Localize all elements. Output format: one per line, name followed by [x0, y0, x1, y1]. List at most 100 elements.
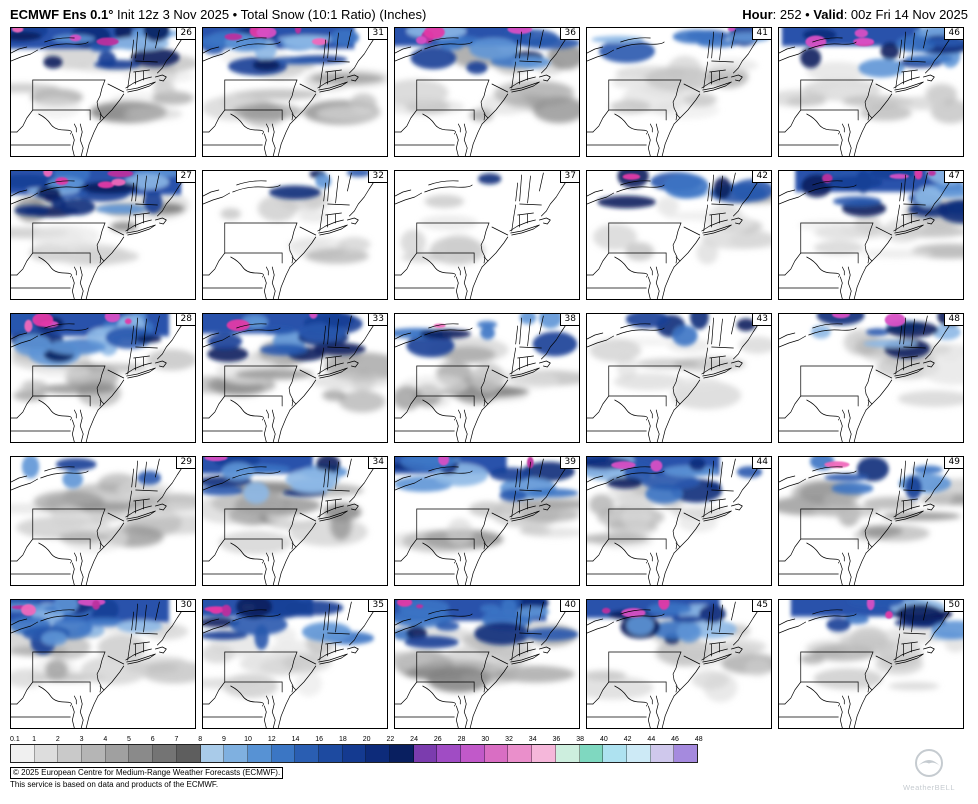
colorbar-scale [10, 744, 698, 763]
member-number: 40 [559, 600, 579, 612]
colorbar-cell [555, 745, 580, 762]
colorbar-tick: 36 [552, 736, 561, 743]
ensemble-map-38 [395, 314, 579, 442]
colorbar-cell [508, 745, 533, 762]
ensemble-map-46 [779, 28, 963, 156]
member-number: 35 [367, 600, 387, 612]
valid-label: Valid [813, 7, 844, 22]
colorbar-cell [484, 745, 509, 762]
colorbar-cell [437, 745, 462, 762]
member-number: 34 [367, 457, 387, 469]
ensemble-map-48 [779, 314, 963, 442]
colorbar-cell [579, 745, 604, 762]
ensemble-panel-36: 36 [394, 27, 580, 157]
colorbar: 0.1 1 2 3 4 5 6 7 8 9 10 12 14 16 18 20 22 24 26 28 30 32 34 36… [10, 735, 703, 763]
member-number: 37 [559, 171, 579, 183]
colorbar-tick: 38 [576, 736, 585, 743]
ensemble-panel-44: 44 [586, 456, 772, 586]
weatherbell-logo-icon [915, 749, 943, 777]
valid-value: : 00z Fri 14 Nov 2025 [843, 7, 968, 22]
colorbar-cell [532, 745, 556, 762]
colorbar-tick: 7 [174, 736, 179, 743]
ensemble-panel-29: 29 [10, 456, 196, 586]
colorbar-tick: 2 [55, 736, 60, 743]
colorbar-cell [342, 745, 367, 762]
colorbar-tick: 42 [623, 736, 632, 743]
footer: © 2025 European Centre for Medium-Range … [10, 767, 978, 790]
member-number: 41 [751, 28, 771, 40]
colorbar-tick: 8 [198, 736, 203, 743]
hour-value: : 252 • [772, 7, 814, 22]
copyright-line: © 2025 European Centre for Medium-Range … [10, 767, 284, 779]
ensemble-map-45 [587, 600, 771, 728]
colorbar-cell [366, 745, 390, 762]
hour-label: Hour [742, 7, 773, 22]
ensemble-panel-34: 34 [202, 456, 388, 586]
colorbar-tick: 32 [505, 736, 513, 743]
colorbar-tick: 10 [244, 736, 252, 743]
model-name: ECMWF Ens 0.1° [10, 7, 114, 22]
weatherbell-logo-text: WeatherBELL [902, 783, 956, 792]
colorbar-tick: 16 [315, 736, 324, 743]
member-number: 45 [751, 600, 771, 612]
member-number: 30 [175, 600, 195, 612]
colorbar-cell [58, 745, 83, 762]
ensemble-map-47 [779, 171, 963, 299]
ensemble-panel-38: 38 [394, 313, 580, 443]
ensemble-panel-43: 43 [586, 313, 772, 443]
colorbar-tick: 34 [528, 736, 537, 743]
colorbar-tick: 5 [127, 736, 131, 743]
member-number: 39 [559, 457, 579, 469]
attribution-line: This service is based on data and produc… [10, 780, 219, 789]
member-number: 27 [175, 171, 195, 183]
ensemble-grid: 26 31 36 41 46 27 32 37 42 47 28 33 38 43 48 29 34 39 44 49… [0, 27, 978, 729]
colorbar-cell [413, 745, 438, 762]
member-number: 38 [559, 314, 579, 326]
ensemble-map-33 [203, 314, 387, 442]
member-number: 44 [751, 457, 771, 469]
ensemble-map-50 [779, 600, 963, 728]
member-number: 46 [943, 28, 963, 40]
colorbar-cell [318, 745, 343, 762]
member-number: 32 [367, 171, 387, 183]
ensemble-map-49 [779, 457, 963, 585]
ensemble-map-40 [395, 600, 579, 728]
colorbar-cell [105, 745, 130, 762]
colorbar-tick: 40 [599, 736, 608, 743]
colorbar-cell [11, 745, 35, 762]
member-number: 42 [751, 171, 771, 183]
colorbar-tick: 24 [410, 736, 418, 743]
member-number: 49 [943, 457, 963, 469]
colorbar-tick: 6 [150, 736, 155, 743]
colorbar-cell [271, 745, 296, 762]
colorbar-cell [82, 745, 106, 762]
member-number: 29 [175, 457, 195, 469]
colorbar-tick: 12 [267, 736, 276, 743]
header: ECMWF Ens 0.1° Init 12z 3 Nov 2025 • Tot… [0, 0, 978, 27]
ensemble-map-42 [587, 171, 771, 299]
ensemble-map-41 [587, 28, 771, 156]
ensemble-panel-40: 40 [394, 599, 580, 729]
colorbar-cell [390, 745, 414, 762]
member-number: 26 [175, 28, 195, 40]
colorbar-tick: 48 [694, 736, 703, 743]
colorbar-tick: 9 [221, 736, 226, 743]
ensemble-panel-30: 30 [10, 599, 196, 729]
colorbar-ticks: 0.1 1 2 3 4 5 6 7 8 9 10 12 14 16 18 20 22 24 26 28 30 32 34 36… [10, 735, 703, 744]
member-number: 33 [367, 314, 387, 326]
ensemble-panel-28: 28 [10, 313, 196, 443]
colorbar-tick: 44 [647, 736, 656, 743]
colorbar-cell [129, 745, 154, 762]
ensemble-map-29 [11, 457, 195, 585]
ensemble-map-31 [203, 28, 387, 156]
colorbar-tick: 22 [386, 736, 395, 743]
ensemble-panel-41: 41 [586, 27, 772, 157]
colorbar-cell [626, 745, 651, 762]
colorbar-tick: 1 [32, 736, 37, 743]
colorbar-tick: 26 [433, 736, 442, 743]
ensemble-map-32 [203, 171, 374, 299]
colorbar-tick: 14 [291, 736, 300, 743]
ensemble-panel-32: 32 [202, 170, 388, 300]
ensemble-map-43 [587, 314, 771, 442]
member-number: 47 [943, 171, 963, 183]
